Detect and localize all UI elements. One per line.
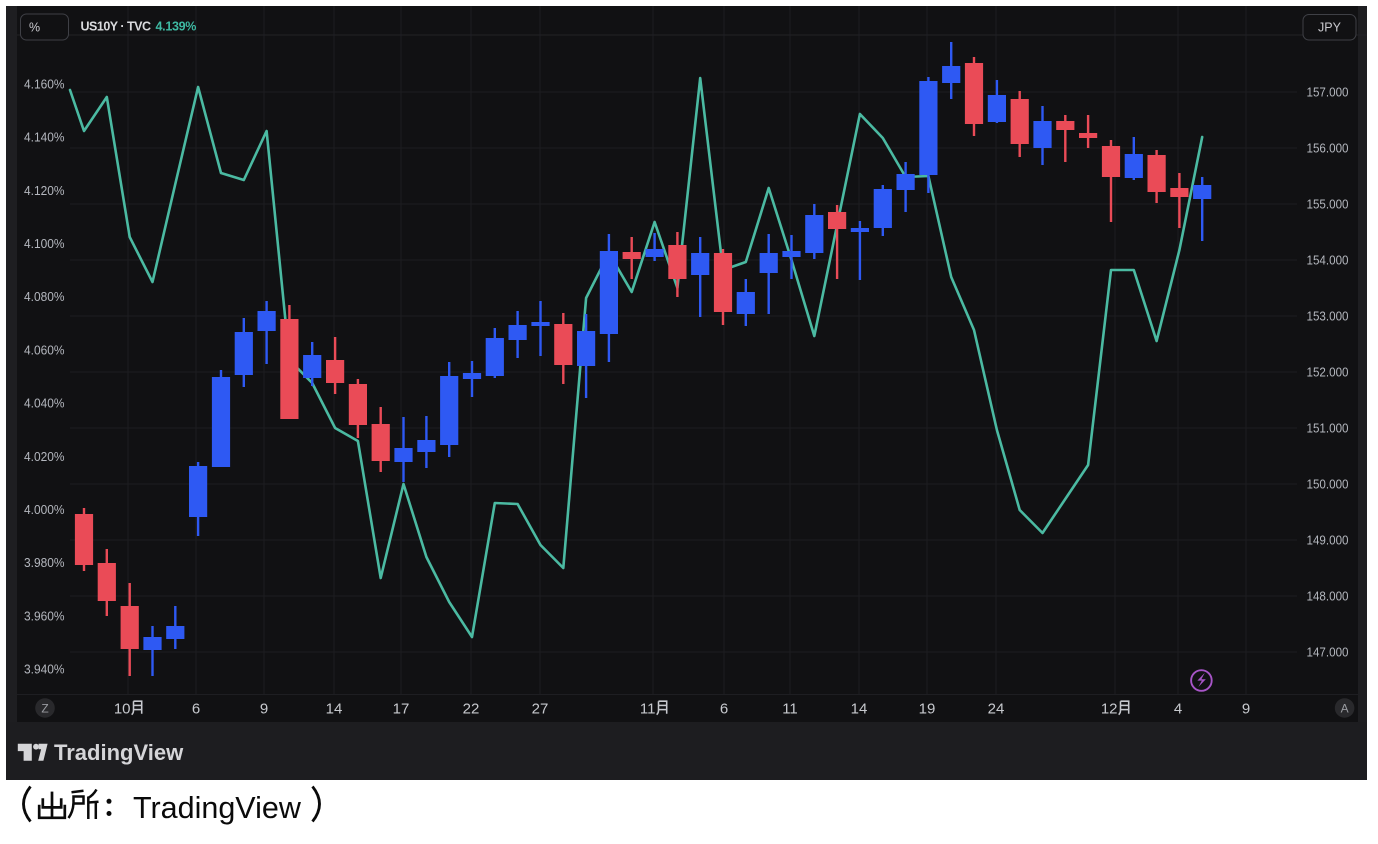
svg-text:4.139%: 4.139% [156,19,197,33]
svg-text:4.040%: 4.040% [24,397,65,411]
svg-text:JPY: JPY [1318,21,1342,35]
svg-text:148.000: 148.000 [1307,589,1349,603]
svg-text:A: A [1341,701,1349,715]
svg-text:27: 27 [532,700,549,717]
svg-text:Z: Z [41,701,48,715]
svg-text:9: 9 [1242,700,1250,717]
svg-text:150.000: 150.000 [1307,477,1349,491]
svg-text:153.000: 153.000 [1307,309,1349,323]
svg-text:151.000: 151.000 [1307,421,1349,435]
svg-text:TradingView: TradingView [133,791,302,825]
svg-text:11: 11 [640,700,656,717]
svg-text:TradingView: TradingView [54,740,184,765]
svg-text:154.000: 154.000 [1307,253,1349,267]
svg-text:4.000%: 4.000% [24,503,65,517]
svg-text:%: % [29,21,40,35]
svg-text:24: 24 [988,700,1005,717]
svg-text:12: 12 [1101,700,1118,717]
svg-text:11: 11 [782,700,798,717]
svg-text:17: 17 [393,700,410,717]
svg-text:4.020%: 4.020% [24,450,65,464]
svg-text:4: 4 [1174,700,1182,717]
svg-text:9: 9 [260,700,268,717]
svg-text:19: 19 [919,700,936,717]
svg-text:3.940%: 3.940% [24,663,65,677]
svg-text:6: 6 [720,700,728,717]
svg-text:4.100%: 4.100% [24,237,65,251]
svg-text:22: 22 [463,700,480,717]
svg-text:157.000: 157.000 [1307,85,1349,99]
svg-text:155.000: 155.000 [1307,197,1349,211]
svg-text:10: 10 [114,700,131,717]
svg-text:US10Y · TVC: US10Y · TVC [81,19,151,33]
svg-text:4.120%: 4.120% [24,184,65,198]
svg-text:147.000: 147.000 [1307,645,1349,659]
svg-text:4.060%: 4.060% [24,343,65,357]
svg-text:6: 6 [192,700,200,717]
svg-text:3.960%: 3.960% [24,609,65,623]
svg-text:149.000: 149.000 [1307,533,1349,547]
svg-text:152.000: 152.000 [1307,365,1349,379]
svg-text:4.160%: 4.160% [24,77,65,91]
svg-text:3.980%: 3.980% [24,556,65,570]
svg-text:4.080%: 4.080% [24,290,65,304]
svg-text:4.140%: 4.140% [24,131,65,145]
svg-text:156.000: 156.000 [1307,141,1349,155]
svg-text:14: 14 [851,700,868,717]
svg-text:14: 14 [326,700,343,717]
